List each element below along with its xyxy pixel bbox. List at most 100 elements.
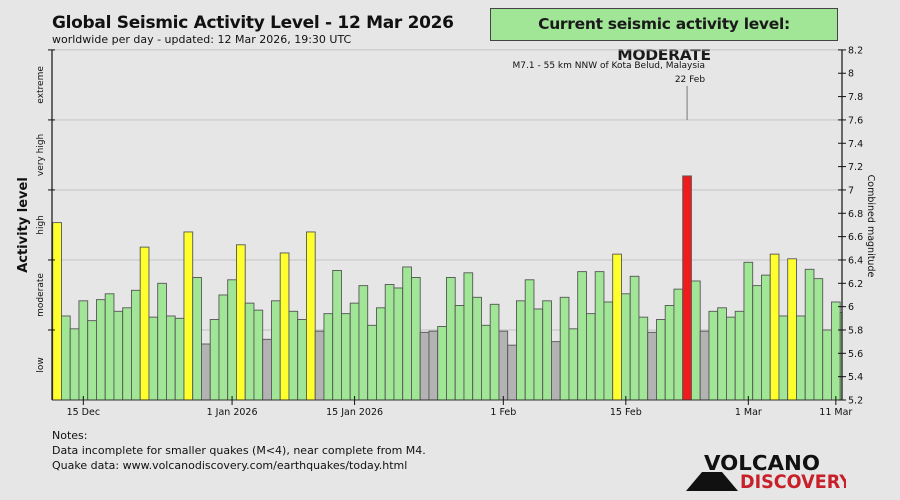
bar bbox=[481, 324, 491, 401]
right-tick-label: 8 bbox=[848, 69, 854, 80]
bar bbox=[402, 266, 412, 401]
bar bbox=[200, 343, 211, 401]
bar bbox=[148, 316, 159, 401]
bar bbox=[165, 315, 176, 401]
bar bbox=[192, 277, 202, 401]
annotation-text: M7.1 - 55 km NNW of Kota Belud, Malaysia bbox=[513, 61, 706, 71]
chart-title: Global Seismic Activity Level - 12 Mar 2… bbox=[52, 13, 454, 33]
notes: Notes: Data incomplete for smaller quake… bbox=[52, 428, 426, 473]
volcano-icon bbox=[686, 472, 738, 491]
x-tick-label: 15 Feb bbox=[610, 407, 642, 418]
right-tick-label: 5.8 bbox=[848, 325, 863, 336]
bar bbox=[209, 319, 220, 401]
right-tick-label: 7.4 bbox=[848, 139, 863, 150]
bar bbox=[761, 274, 771, 401]
logo-line-2: DISCOVERY bbox=[740, 471, 846, 493]
bar bbox=[542, 300, 552, 401]
bar bbox=[691, 280, 701, 401]
chart-subtitle: worldwide per day - updated: 12 Mar 2026… bbox=[52, 33, 352, 46]
bar bbox=[183, 231, 194, 401]
bar bbox=[358, 285, 369, 401]
right-tick-label: 6 bbox=[848, 302, 854, 313]
bar bbox=[130, 289, 141, 401]
bar bbox=[472, 296, 482, 401]
bar bbox=[235, 244, 246, 401]
bar bbox=[61, 315, 71, 401]
bar bbox=[78, 300, 89, 401]
bar bbox=[656, 319, 666, 401]
annotation-date: 22 Feb bbox=[675, 75, 706, 85]
current-level-badge: Current seismic activity level: MODERATE bbox=[490, 8, 838, 64]
bar bbox=[612, 253, 622, 401]
bar bbox=[673, 288, 684, 401]
bar bbox=[87, 320, 97, 401]
logo-line-1: VOLCANO bbox=[704, 451, 820, 475]
bar bbox=[393, 287, 404, 401]
right-tick-label: 8.2 bbox=[848, 45, 863, 56]
bar bbox=[271, 300, 281, 401]
bar bbox=[349, 302, 360, 401]
volcanodiscovery-logo: VOLCANO DISCOVERY bbox=[686, 451, 846, 493]
bar bbox=[787, 258, 797, 401]
bar bbox=[341, 313, 351, 401]
bar bbox=[113, 310, 124, 401]
right-tick-label: 6.2 bbox=[848, 279, 863, 290]
x-tick-label: 1 Mar bbox=[735, 407, 762, 418]
bar bbox=[752, 285, 762, 401]
bar bbox=[419, 331, 430, 401]
right-tick-label: 7 bbox=[848, 185, 854, 196]
bar bbox=[568, 328, 579, 401]
bar bbox=[516, 300, 526, 401]
bar bbox=[498, 330, 509, 401]
bar bbox=[629, 275, 640, 401]
bar bbox=[822, 329, 832, 401]
bar bbox=[699, 330, 710, 401]
bar bbox=[778, 315, 789, 401]
bar bbox=[621, 293, 631, 401]
bar bbox=[52, 222, 62, 401]
right-tick-label: 6.4 bbox=[848, 255, 863, 266]
right-tick-label: 7.8 bbox=[848, 92, 863, 103]
bar bbox=[376, 307, 386, 401]
bar bbox=[384, 284, 395, 401]
x-tick-label: 1 Jan 2026 bbox=[207, 407, 258, 418]
bar bbox=[227, 279, 237, 401]
bar bbox=[524, 279, 535, 401]
bar bbox=[288, 310, 299, 401]
right-tick-label: 7.6 bbox=[848, 115, 863, 126]
bar bbox=[831, 301, 841, 401]
bar bbox=[244, 302, 255, 401]
bar bbox=[726, 316, 736, 401]
bar bbox=[708, 310, 719, 401]
bar bbox=[437, 326, 447, 401]
bar bbox=[717, 307, 727, 401]
bar bbox=[603, 301, 614, 401]
x-tick-label: 1 Feb bbox=[490, 407, 516, 418]
bar bbox=[734, 310, 745, 401]
bar bbox=[507, 344, 517, 401]
right-tick-label: 7.2 bbox=[848, 162, 863, 173]
right-tick-label: 6.6 bbox=[848, 232, 863, 243]
bar bbox=[743, 261, 754, 401]
x-tick-label: 15 Dec bbox=[67, 407, 101, 418]
bar bbox=[647, 331, 657, 401]
bar bbox=[306, 231, 316, 401]
bar bbox=[551, 341, 561, 401]
bar bbox=[489, 303, 500, 401]
bar bbox=[594, 271, 605, 401]
bar bbox=[139, 246, 150, 401]
bar bbox=[104, 293, 115, 401]
bar bbox=[533, 308, 544, 401]
y-axis-title: Activity level bbox=[16, 177, 31, 273]
level-label: low bbox=[36, 357, 46, 372]
level-label: moderate bbox=[36, 273, 46, 317]
bar bbox=[279, 252, 290, 401]
right-tick-label: 5.2 bbox=[848, 396, 863, 407]
right-tick-label: 6.8 bbox=[848, 209, 863, 220]
bar bbox=[69, 328, 80, 401]
notes-line-2: Quake data: www.volcanodiscovery.com/ear… bbox=[52, 459, 408, 472]
bar bbox=[122, 307, 132, 401]
bar bbox=[411, 277, 421, 401]
bar bbox=[559, 296, 570, 401]
